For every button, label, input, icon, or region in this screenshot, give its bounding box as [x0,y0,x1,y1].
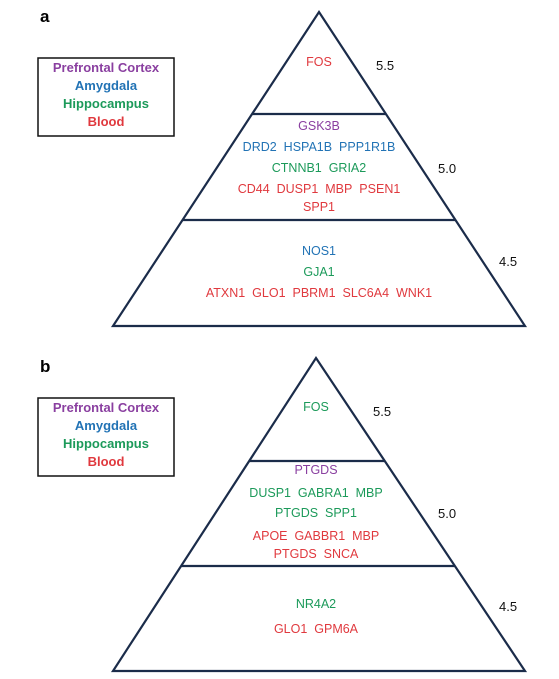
gene-line: SPP1 [303,200,335,214]
tier-score-label: 5.5 [373,404,391,419]
gene-label: GABRA1 [291,486,349,500]
legend-item-blood: Blood [88,114,125,129]
gene-label: MBP [349,486,383,500]
panel-a-label: a [40,7,50,26]
gene-label: CD44 [238,182,270,196]
gene-line: DUSP1 GABRA1 MBP [249,486,382,500]
gene-line: GLO1 GPM6A [274,622,359,636]
gene-label: PBRM1 [286,286,336,300]
legend-item-prefrontal: Prefrontal Cortex [53,60,160,75]
pyramid-outline [110,355,528,673]
tier-score-label: 4.5 [499,254,517,269]
gene-line: PTGDS SPP1 [275,506,357,520]
legend-item-hippocampus: Hippocampus [63,436,149,451]
gene-label: FOS [306,55,332,69]
gene-line: ATXN1 GLO1 PBRM1 SLC6A4 WNK1 [206,286,432,300]
legend-box [37,397,175,477]
panel-b-label: b [40,357,50,376]
gene-label: PTGDS [294,463,337,477]
legend-item-amygdala: Amygdala [75,418,138,433]
gene-line: CD44 DUSP1 MBP PSEN1 [238,182,401,196]
legend-item-blood: Blood [88,454,125,469]
gene-label: PSEN1 [352,182,400,196]
gene-label: GJA1 [303,265,334,279]
gene-label: GABBR1 [288,529,346,543]
gene-label: GLO1 [274,622,307,636]
tier-score-label: 5.0 [438,506,456,521]
legend-item-prefrontal: Prefrontal Cortex [53,400,160,415]
gene-line: PTGDS SNCA [274,547,359,561]
gene-label: GLO1 [245,286,285,300]
gene-line: NR4A2 [296,597,336,611]
gene-label: DUSP1 [270,182,319,196]
gene-line: CTNNB1 GRIA2 [272,161,367,175]
gene-label: FOS [303,400,329,414]
gene-label: WNK1 [389,286,432,300]
gene-line: GJA1 [303,265,334,279]
gene-label: GSK3B [298,119,340,133]
gene-label: PTGDS [274,547,317,561]
gene-label: GPM6A [307,622,358,636]
gene-label: SNCA [317,547,359,561]
gene-line: FOS [303,400,329,414]
gene-label: DUSP1 [249,486,291,500]
gene-label: CTNNB1 [272,161,322,175]
gene-label: PPP1R1B [332,140,395,154]
tier-score-label: 4.5 [499,599,517,614]
gene-line: APOE GABBR1 MBP [253,529,379,543]
gene-label: GRIA2 [322,161,367,175]
tier-score-label: 5.0 [438,161,456,176]
gene-label: PTGDS [275,506,318,520]
gene-line: FOS [306,55,332,69]
legend-box [37,57,175,137]
tier-score-label: 5.5 [376,58,394,73]
gene-label: MBP [318,182,352,196]
gene-line: NOS1 [302,244,336,258]
gene-label: SLC6A4 [336,286,390,300]
gene-label: SPP1 [318,506,357,520]
gene-line: PTGDS [294,463,337,477]
gene-line: DRD2 HSPA1B PPP1R1B [243,140,396,154]
gene-label: HSPA1B [277,140,332,154]
gene-label: SPP1 [303,200,335,214]
gene-label: NOS1 [302,244,336,258]
gene-label: DRD2 [243,140,277,154]
legend-item-hippocampus: Hippocampus [63,96,149,111]
gene-label: ATXN1 [206,286,245,300]
gene-label: MBP [345,529,379,543]
gene-label: NR4A2 [296,597,336,611]
gene-line: GSK3B [298,119,340,133]
legend-item-amygdala: Amygdala [75,78,138,93]
gene-label: APOE [253,529,288,543]
pyramid-outline [110,9,528,328]
